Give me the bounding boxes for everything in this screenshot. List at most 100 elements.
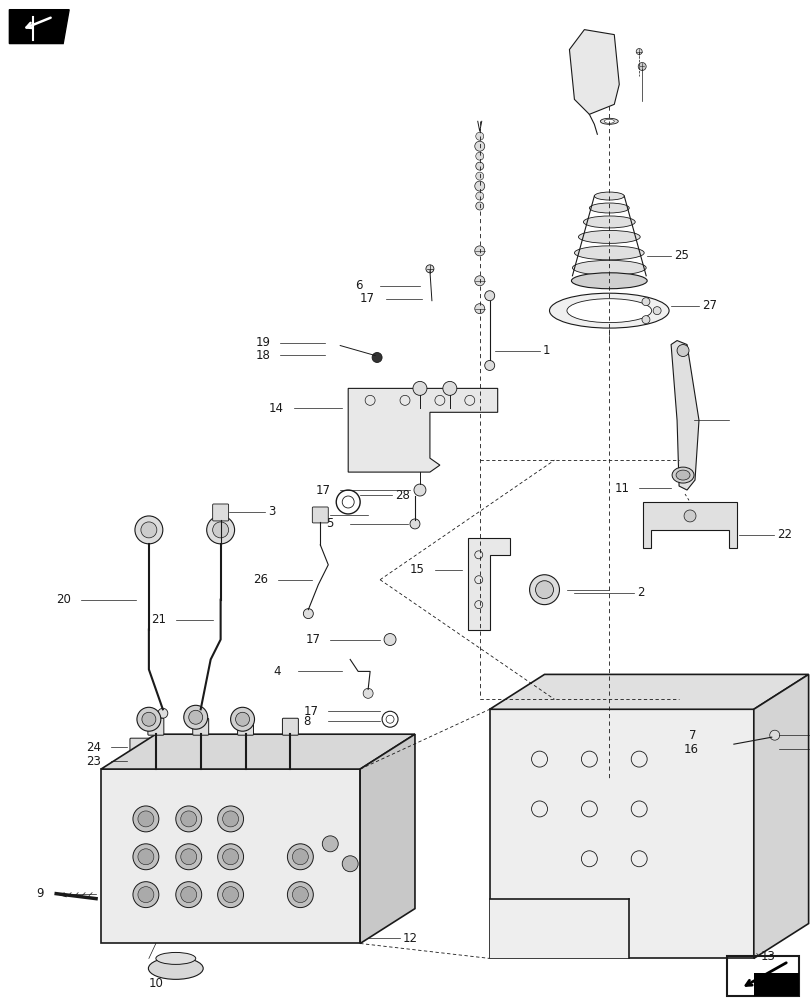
- Circle shape: [484, 360, 494, 370]
- Text: 1: 1: [542, 344, 549, 357]
- Circle shape: [474, 304, 484, 314]
- Circle shape: [157, 708, 168, 718]
- Polygon shape: [489, 674, 808, 709]
- Circle shape: [137, 707, 161, 731]
- Ellipse shape: [589, 203, 629, 213]
- Text: 21: 21: [151, 613, 165, 626]
- Text: 19: 19: [255, 336, 270, 349]
- Circle shape: [474, 246, 484, 256]
- Text: 6: 6: [354, 279, 363, 292]
- Circle shape: [287, 844, 313, 870]
- Circle shape: [138, 849, 153, 865]
- Text: 18: 18: [255, 349, 270, 362]
- Text: 8: 8: [303, 715, 311, 728]
- Text: 25: 25: [673, 249, 688, 262]
- Circle shape: [138, 811, 153, 827]
- Text: 13: 13: [760, 950, 775, 963]
- Circle shape: [442, 381, 457, 395]
- Circle shape: [181, 887, 196, 903]
- Circle shape: [769, 730, 779, 740]
- Text: 24: 24: [86, 741, 101, 754]
- Text: 17: 17: [315, 484, 330, 497]
- Ellipse shape: [529, 575, 559, 605]
- Circle shape: [207, 516, 234, 544]
- Polygon shape: [670, 341, 698, 490]
- Polygon shape: [348, 388, 497, 472]
- Polygon shape: [753, 973, 798, 996]
- FancyBboxPatch shape: [192, 718, 208, 735]
- Ellipse shape: [672, 467, 693, 483]
- Circle shape: [212, 522, 229, 538]
- Text: 23: 23: [86, 755, 101, 768]
- Text: 12: 12: [402, 932, 418, 945]
- Circle shape: [133, 806, 159, 832]
- Circle shape: [222, 811, 238, 827]
- Text: 14: 14: [268, 402, 283, 415]
- Polygon shape: [101, 769, 360, 943]
- Circle shape: [292, 887, 308, 903]
- Circle shape: [175, 806, 201, 832]
- Circle shape: [371, 353, 382, 362]
- Circle shape: [133, 844, 159, 870]
- Circle shape: [475, 172, 483, 180]
- Polygon shape: [569, 30, 619, 114]
- FancyBboxPatch shape: [312, 507, 328, 523]
- Text: 10: 10: [148, 977, 164, 990]
- Polygon shape: [101, 734, 414, 769]
- Text: 17: 17: [305, 633, 320, 646]
- Text: 16: 16: [683, 743, 698, 756]
- Circle shape: [188, 710, 203, 724]
- Circle shape: [322, 836, 338, 852]
- Circle shape: [636, 49, 642, 55]
- Circle shape: [642, 316, 649, 324]
- Polygon shape: [642, 502, 736, 548]
- Polygon shape: [753, 674, 808, 958]
- Polygon shape: [10, 10, 69, 44]
- Circle shape: [683, 510, 695, 522]
- Ellipse shape: [577, 230, 639, 243]
- Circle shape: [222, 887, 238, 903]
- Text: 2: 2: [637, 586, 644, 599]
- Text: 17: 17: [360, 292, 375, 305]
- Circle shape: [142, 712, 156, 726]
- Text: 11: 11: [614, 482, 629, 495]
- Text: 15: 15: [410, 563, 424, 576]
- Circle shape: [642, 298, 649, 306]
- Polygon shape: [489, 709, 753, 958]
- Text: 28: 28: [394, 489, 410, 502]
- Text: 26: 26: [253, 573, 268, 586]
- Ellipse shape: [571, 273, 646, 289]
- Text: 5: 5: [326, 517, 333, 530]
- Polygon shape: [360, 734, 414, 943]
- Ellipse shape: [549, 293, 668, 328]
- Circle shape: [341, 856, 358, 872]
- Circle shape: [637, 63, 646, 70]
- Circle shape: [474, 276, 484, 286]
- Circle shape: [652, 307, 660, 315]
- Circle shape: [475, 132, 483, 140]
- Circle shape: [475, 162, 483, 170]
- Circle shape: [475, 192, 483, 200]
- Text: 3: 3: [268, 505, 276, 518]
- Circle shape: [175, 844, 201, 870]
- Circle shape: [183, 705, 208, 729]
- Circle shape: [181, 811, 196, 827]
- Circle shape: [217, 844, 243, 870]
- FancyBboxPatch shape: [212, 504, 229, 521]
- Circle shape: [426, 265, 433, 273]
- Ellipse shape: [603, 119, 614, 123]
- Ellipse shape: [582, 216, 634, 228]
- FancyBboxPatch shape: [282, 718, 298, 735]
- Circle shape: [194, 708, 204, 718]
- Text: 7: 7: [689, 729, 696, 742]
- Circle shape: [303, 609, 313, 619]
- FancyBboxPatch shape: [238, 718, 253, 735]
- Circle shape: [133, 882, 159, 908]
- Circle shape: [475, 152, 483, 160]
- Ellipse shape: [156, 952, 195, 964]
- Ellipse shape: [148, 957, 203, 979]
- Circle shape: [175, 882, 201, 908]
- Circle shape: [484, 291, 494, 301]
- Circle shape: [474, 141, 484, 151]
- Circle shape: [230, 707, 254, 731]
